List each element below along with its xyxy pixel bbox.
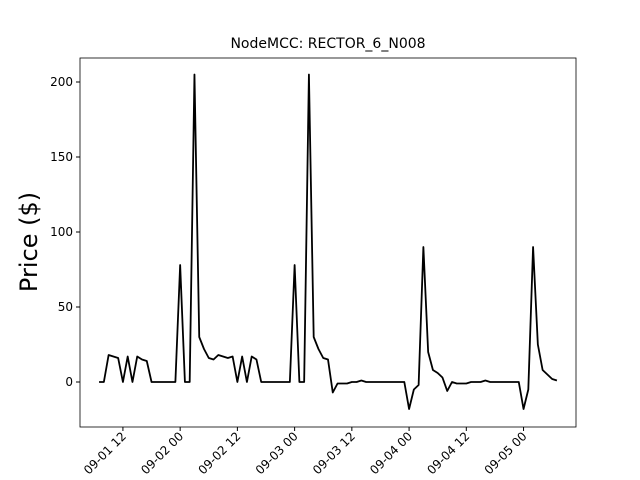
x-tick-label: 09-02 12 [195,429,243,477]
x-tick-label: 09-02 00 [138,429,186,477]
x-tick-label: 09-03 00 [253,429,301,477]
y-tick-label: 0 [65,375,73,389]
chart-title: NodeMCC: RECTOR_6_N008 [230,36,425,52]
y-tick-label: 200 [50,75,73,89]
x-tick-label: 09-03 12 [310,429,358,477]
x-tick-label: 09-01 12 [81,429,129,477]
plot-frame [79,57,577,428]
y-tick-label: 150 [50,150,73,164]
y-axis-label: Price ($) [15,192,43,292]
y-tick-label: 100 [50,225,73,239]
x-tick-label: 09-04 12 [424,429,472,477]
y-tick-label: 50 [58,300,73,314]
x-tick-label: 09-04 00 [367,429,415,477]
x-tick-label: 09-05 00 [482,429,530,477]
price-line [99,73,558,410]
